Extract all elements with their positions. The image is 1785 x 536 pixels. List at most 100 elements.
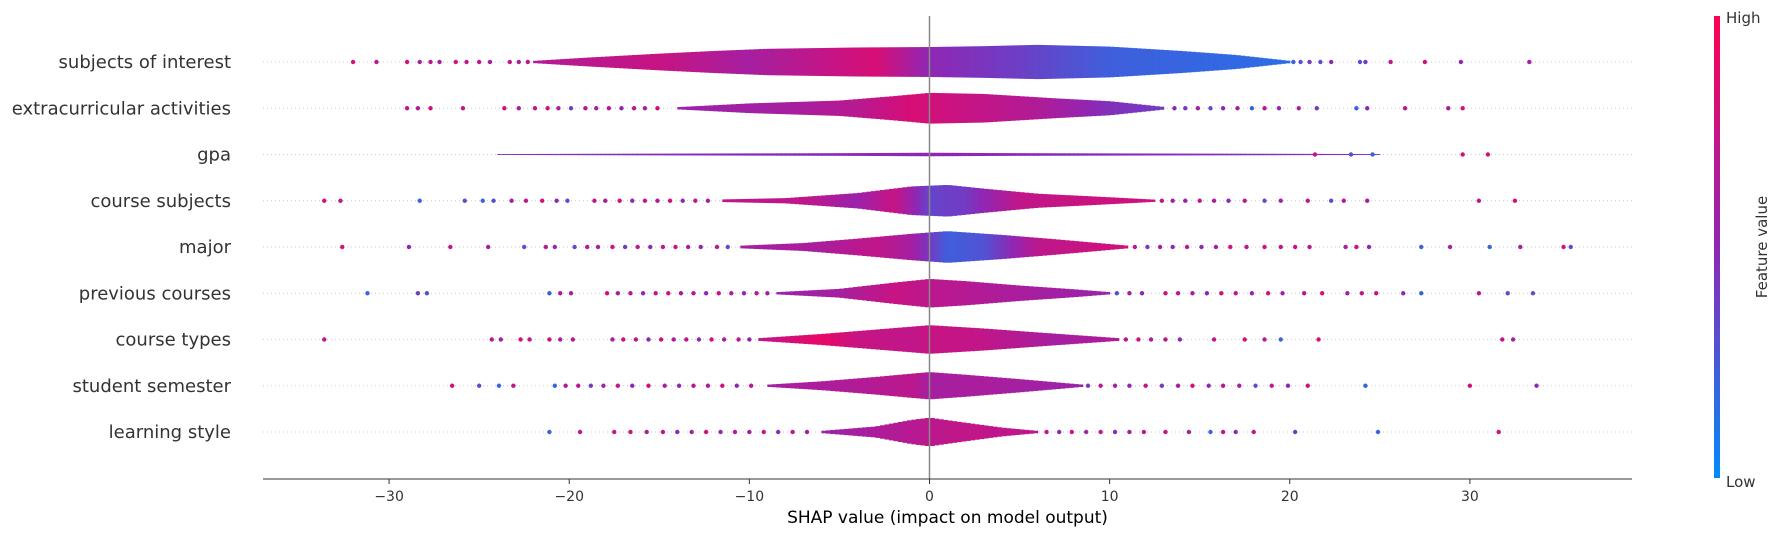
- outlier-point: [1568, 244, 1573, 250]
- feature-label-gpa: gpa: [197, 145, 231, 166]
- violin-slice: [789, 153, 795, 156]
- violin-slice: [1033, 153, 1039, 156]
- outlier-point: [1206, 383, 1211, 388]
- outlier-point: [1184, 244, 1190, 250]
- outlier-point: [572, 244, 577, 250]
- violin-slice: [1055, 98, 1061, 119]
- violin-slice: [555, 153, 561, 156]
- violin-slice: [888, 328, 895, 351]
- violin-slice: [744, 49, 750, 75]
- violin-slice: [942, 152, 949, 157]
- violin-slice: [893, 95, 899, 121]
- violin-slice: [1028, 237, 1034, 257]
- violin-slice: [988, 45, 994, 79]
- violin-slice: [1316, 153, 1322, 156]
- violin-slice: [812, 242, 818, 252]
- violin-slice: [1154, 106, 1160, 111]
- outlier-point: [660, 244, 666, 250]
- violin-slice: [942, 46, 949, 78]
- violin-slice: [1037, 153, 1043, 156]
- violin-slice: [699, 105, 705, 111]
- violin-slice: [794, 101, 800, 115]
- violin-slice: [870, 426, 877, 438]
- violin-slice: [555, 59, 561, 65]
- violin-slice: [794, 382, 800, 389]
- outlier-point: [684, 337, 689, 342]
- outlier-point: [1328, 59, 1334, 65]
- outlier-point: [1307, 244, 1312, 250]
- violin-slice: [753, 198, 759, 203]
- feature-label-student-semester: student semester: [72, 376, 231, 397]
- violin-slice: [789, 291, 795, 296]
- violin-slice: [997, 153, 1003, 156]
- violin-slice: [803, 196, 809, 205]
- violin-slice: [1028, 45, 1034, 79]
- violin-slice: [816, 241, 823, 253]
- violin-slice: [812, 196, 818, 206]
- violin-slice: [866, 377, 872, 394]
- violin-slice: [1118, 47, 1124, 77]
- violin-slice: [762, 153, 768, 156]
- violin-slice: [690, 106, 696, 111]
- violin-slice: [798, 335, 804, 344]
- violin-slice: [677, 153, 683, 156]
- outlier-point: [601, 383, 606, 388]
- outlier-point: [415, 291, 421, 296]
- outlier-point: [476, 383, 482, 388]
- outlier-point: [464, 59, 469, 65]
- violin-course-subjects: [722, 185, 1156, 217]
- violin-slice: [614, 153, 620, 156]
- violin-slice: [1024, 153, 1030, 156]
- violin-slice: [884, 424, 890, 440]
- violin-slice: [708, 105, 714, 112]
- violin-slice: [731, 153, 737, 156]
- violin-slice: [915, 93, 922, 123]
- outlier-point: [653, 291, 658, 296]
- outlier-point: [1518, 244, 1523, 250]
- violin-slice: [677, 52, 683, 72]
- violin-slice: [1037, 238, 1043, 256]
- outlier-point: [1341, 198, 1346, 203]
- violin-slice: [979, 93, 985, 123]
- colorbar: High Low Feature value: [1714, 9, 1771, 491]
- violin-extracurricular-activities: [677, 92, 1165, 124]
- violin-slice: [618, 153, 624, 156]
- outlier-point: [662, 383, 667, 388]
- outlier-point: [489, 337, 494, 342]
- outlier-point: [563, 383, 568, 388]
- outlier-point: [1363, 59, 1368, 65]
- outlier-point: [680, 198, 685, 203]
- violin-slice: [843, 428, 850, 436]
- violin-subjects-of-interest: [533, 44, 1291, 80]
- violin-slice: [952, 93, 958, 124]
- violin-slice: [1087, 100, 1093, 117]
- violin-slice: [988, 376, 994, 395]
- violin-slice: [569, 58, 575, 66]
- violin-slice: [735, 199, 741, 203]
- violin-slice: [1069, 99, 1075, 118]
- violin-slice: [1168, 50, 1174, 74]
- violin-slice: [1145, 48, 1151, 76]
- violin-slice: [839, 47, 845, 77]
- violin-slice: [663, 53, 669, 71]
- violin-slice: [1037, 286, 1043, 300]
- violin-slice: [821, 153, 827, 156]
- violin-slice: [1123, 153, 1129, 156]
- violin-slice: [1064, 288, 1070, 298]
- violin-slice: [1321, 153, 1327, 156]
- violin-slice: [803, 153, 809, 156]
- violin-slice: [1006, 330, 1012, 349]
- violin-slice: [681, 106, 687, 110]
- violin-slice: [1091, 290, 1097, 296]
- outlier-point: [417, 59, 422, 65]
- outlier-point: [615, 383, 621, 388]
- violin-slice: [587, 57, 593, 67]
- outlier-point: [1233, 291, 1238, 296]
- violin-slice: [1010, 95, 1016, 121]
- outlier-point: [1175, 291, 1181, 296]
- violin-slice: [1132, 48, 1138, 76]
- violin-slice: [965, 281, 971, 306]
- violin-slice: [848, 428, 854, 436]
- violin-slice: [582, 153, 588, 156]
- outlier-point: [594, 106, 599, 111]
